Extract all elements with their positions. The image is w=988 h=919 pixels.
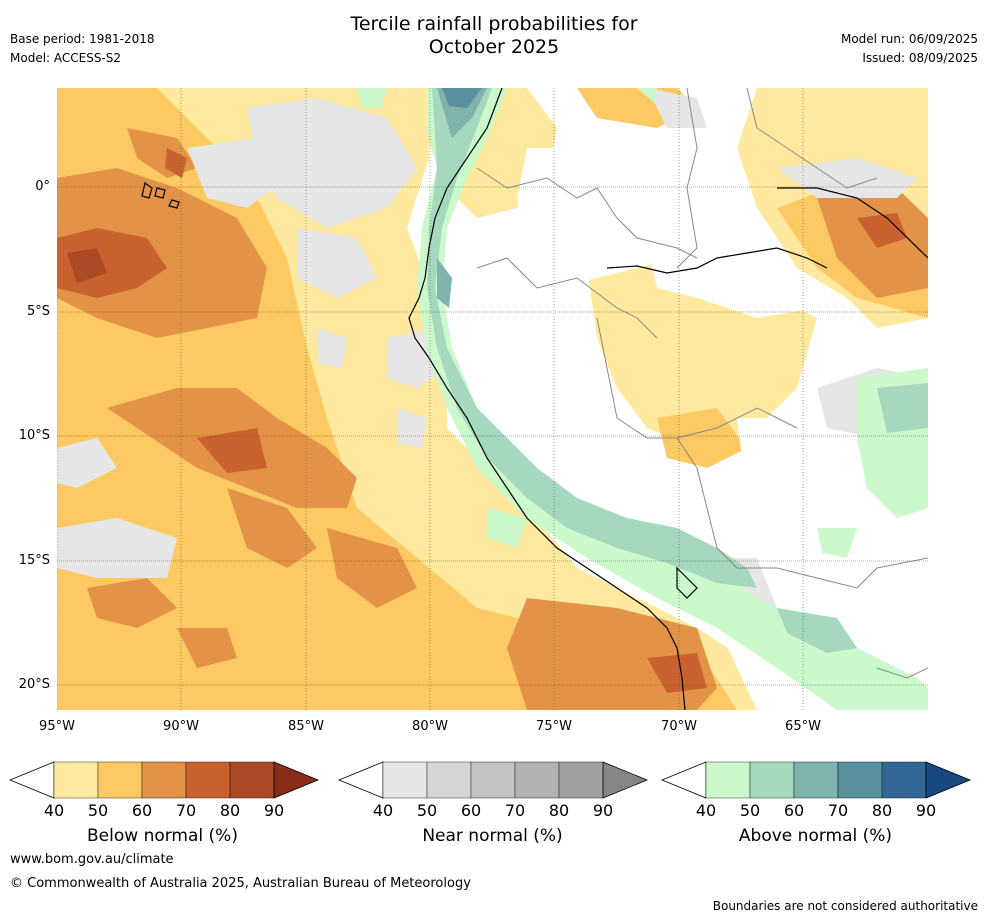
colorbar-segment: [426, 761, 472, 799]
y-tick-label: 5°S: [26, 304, 50, 319]
base-period-text: Base period: 1981-2018: [10, 32, 155, 46]
model-run-text: Model run: 06/09/2025: [840, 32, 978, 46]
colorbar-tick-label: 70: [827, 801, 849, 820]
x-tick-label: 90°W: [163, 719, 199, 734]
colorbar-segment: [229, 761, 275, 799]
colorbar-segment: [793, 761, 839, 799]
issued-date-text: Issued: 08/09/2025: [862, 51, 978, 65]
copyright-text: © Commonwealth of Australia 2025, Austra…: [10, 876, 471, 891]
colorbar-segment: [514, 761, 560, 799]
colorbar-tick-label: 60: [131, 801, 153, 820]
coastlines: [141, 88, 928, 710]
x-tick-label: 70°W: [661, 719, 697, 734]
colorbar-tick-label: 50: [87, 801, 109, 820]
colorbar-segment: [749, 761, 795, 799]
colorbar-segment: [881, 761, 927, 799]
near-normal-colorbar: [337, 761, 649, 799]
colorbar-max-arrow: [602, 761, 649, 799]
colorbar-tick-label: 50: [416, 801, 438, 820]
colorbar-tick-label: 60: [783, 801, 805, 820]
y-tick-label: 15°S: [18, 553, 50, 568]
model-name-text: Model: ACCESS-S2: [10, 51, 122, 65]
colorbar-segment: [837, 761, 883, 799]
colorbar-segment: [53, 761, 99, 799]
colorbar-tick-label: 80: [219, 801, 241, 820]
colorbar-min-arrow: [8, 761, 55, 799]
map-title-line-2: October 2025: [428, 36, 560, 58]
colorbar-segment: [558, 761, 604, 799]
below-normal-80-90-region: [67, 248, 107, 283]
colorbar-tick-label: 90: [915, 801, 937, 820]
colorbar-max-arrow: [273, 761, 320, 799]
colorbar-min-arrow: [337, 761, 384, 799]
disclaimer-text: Boundaries are not considered authoritat…: [712, 899, 978, 913]
colorbar-segment: [705, 761, 751, 799]
colorbar-segment: [382, 761, 428, 799]
website-text: www.bom.gov.au/climate: [10, 852, 174, 867]
rainfall-probability-map: [57, 88, 928, 710]
above-normal-70-80-region: [442, 88, 482, 108]
legend-colorbars: [8, 761, 972, 799]
colorbar-segment: [185, 761, 231, 799]
colorbar-tick-label: 80: [548, 801, 570, 820]
x-tick-label: 80°W: [412, 719, 448, 734]
y-tick-label: 10°S: [18, 428, 50, 443]
colorbar-tick-label: 50: [739, 801, 761, 820]
colorbar-segment: [97, 761, 143, 799]
colorbar-max-arrow: [925, 761, 972, 799]
colorbar-tick-label: 40: [695, 801, 717, 820]
x-tick-label: 95°W: [39, 719, 75, 734]
x-tick-label: 75°W: [536, 719, 572, 734]
map-title: Tercile rainfall probabilities for Octob…: [0, 13, 988, 59]
map-title-line-1: Tercile rainfall probabilities for: [350, 13, 638, 35]
colorbar-min-arrow: [660, 761, 707, 799]
colorbar-segment: [141, 761, 187, 799]
colorbar-tick-label: 70: [504, 801, 526, 820]
x-tick-label: 85°W: [288, 719, 324, 734]
colorbar-tick-label: 40: [372, 801, 394, 820]
colorbar-tick-label: 90: [592, 801, 614, 820]
colorbar-tick-label: 60: [460, 801, 482, 820]
below-normal-label: Below normal (%): [87, 826, 238, 846]
below-normal-colorbar: [8, 761, 320, 799]
x-tick-label: 65°W: [785, 719, 821, 734]
above-normal-colorbar: [660, 761, 972, 799]
colorbar-tick-label: 40: [43, 801, 65, 820]
above-normal-label: Above normal (%): [738, 826, 893, 846]
country-boundaries: [476, 88, 928, 679]
y-tick-label: 0°: [35, 179, 50, 194]
colorbar-tick-label: 90: [263, 801, 285, 820]
y-tick-label: 20°S: [18, 677, 50, 692]
colorbar-tick-label: 70: [175, 801, 197, 820]
near-normal-label: Near normal (%): [422, 826, 563, 846]
colorbar-segment: [470, 761, 516, 799]
above-normal-50-60-region: [427, 88, 928, 653]
colorbar-tick-label: 80: [871, 801, 893, 820]
